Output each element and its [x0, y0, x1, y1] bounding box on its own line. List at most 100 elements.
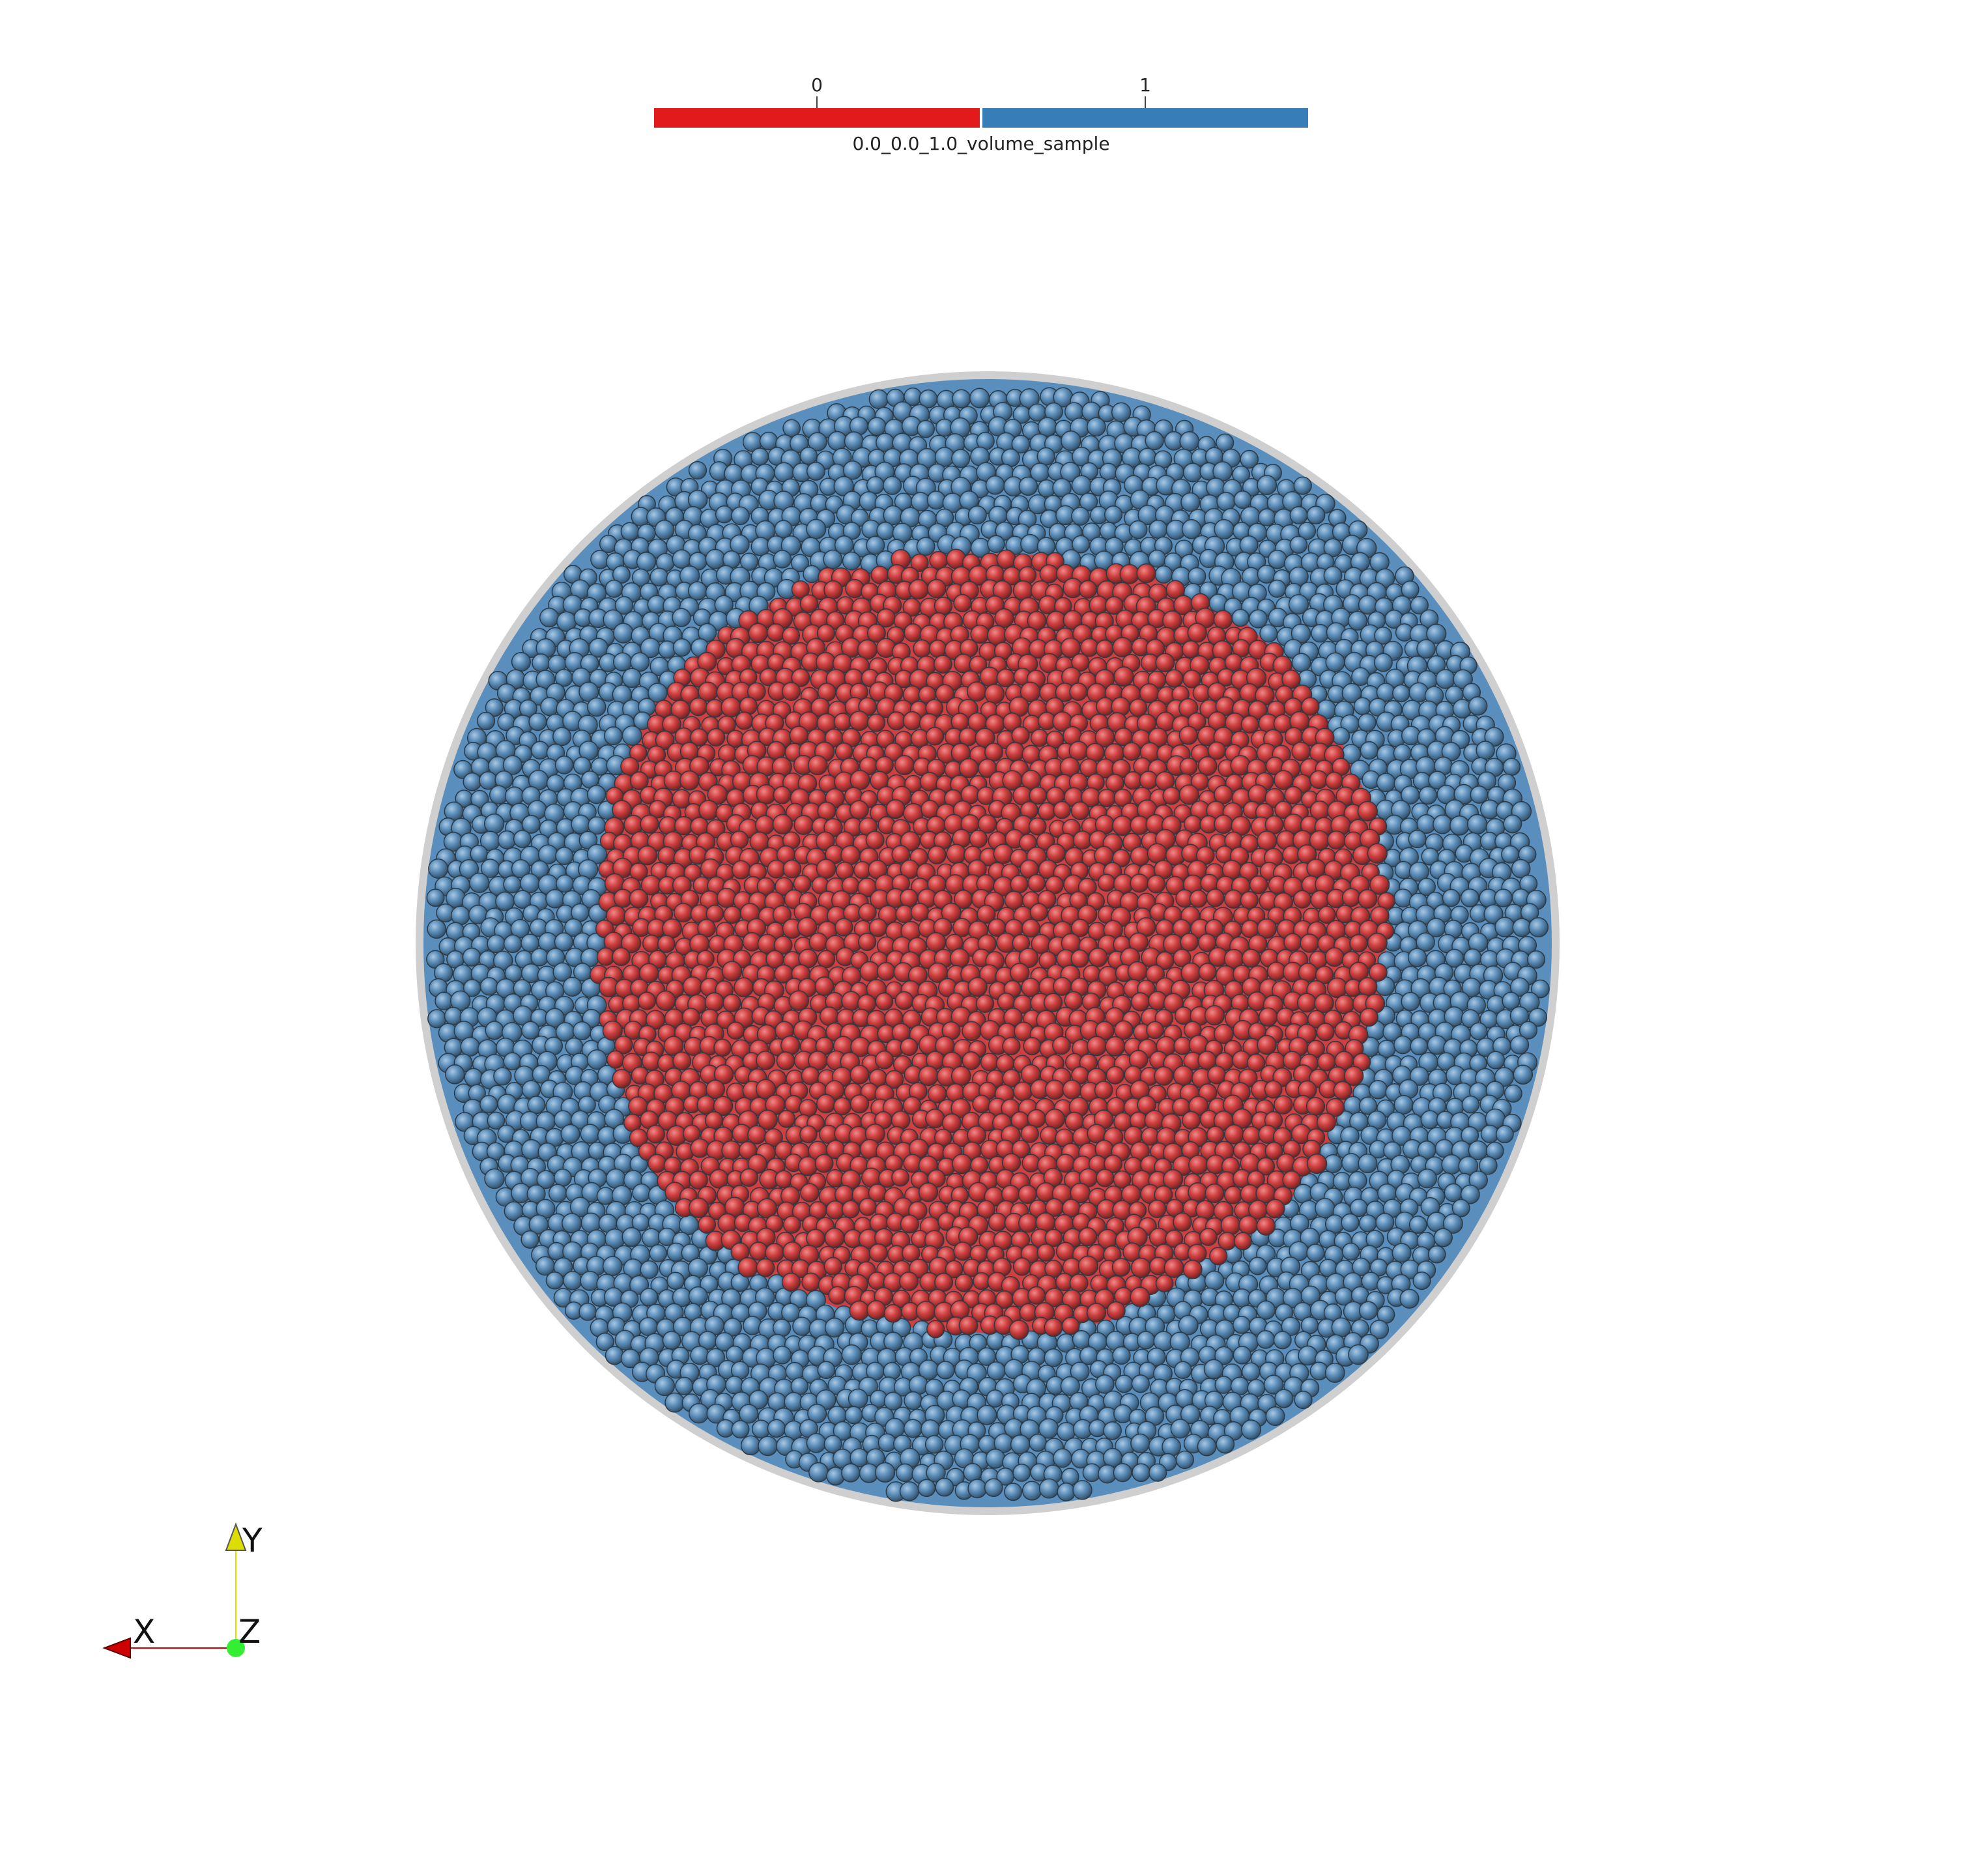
blue-particle — [462, 947, 481, 967]
red-particle — [1070, 949, 1089, 968]
red-particle — [1358, 977, 1378, 997]
blue-particle — [580, 1124, 601, 1144]
blue-particle — [1188, 567, 1206, 586]
blue-particle — [1324, 1362, 1345, 1383]
blue-particle — [649, 1244, 668, 1262]
red-particle — [1105, 1036, 1126, 1057]
blue-particle — [1138, 448, 1157, 466]
blue-particle — [521, 814, 541, 834]
red-particle — [967, 976, 988, 997]
red-particle — [1112, 636, 1133, 658]
red-particle — [1163, 1257, 1184, 1278]
blue-particle — [1375, 1212, 1395, 1232]
red-particle — [1213, 610, 1233, 629]
red-particle — [918, 1065, 939, 1087]
blue-particle — [1358, 1301, 1378, 1320]
blue-particle — [750, 448, 769, 466]
red-particle — [1178, 784, 1199, 805]
blue-particle — [1368, 1080, 1388, 1100]
red-particle — [1149, 1227, 1169, 1247]
red-particle — [713, 1038, 732, 1057]
blue-particle — [1408, 829, 1427, 849]
blue-particle — [740, 1435, 761, 1456]
blue-particle — [1494, 888, 1513, 907]
blue-particle — [554, 932, 574, 952]
red-particle — [1027, 874, 1046, 892]
red-particle — [1165, 669, 1184, 688]
red-particle — [1139, 771, 1158, 790]
blue-particle — [1111, 402, 1132, 422]
red-particle — [1249, 875, 1268, 894]
orientation-axes[interactable]: Y X Z — [102, 1522, 263, 1659]
red-particle — [876, 961, 896, 981]
red-particle — [859, 961, 880, 982]
blue-particle — [578, 831, 598, 850]
blue-particle — [565, 1037, 584, 1056]
blue-particle — [935, 1477, 954, 1497]
blue-particle — [1358, 1154, 1378, 1174]
red-particle — [1284, 786, 1303, 804]
red-particle — [689, 697, 708, 717]
red-particle — [915, 1300, 937, 1322]
red-particle — [1276, 1153, 1296, 1173]
blue-particle — [1407, 948, 1427, 967]
red-particle — [1040, 1126, 1059, 1145]
red-particle — [1182, 670, 1201, 689]
blue-particle — [662, 1331, 681, 1350]
blue-particle — [842, 460, 863, 480]
blue-particle — [817, 1361, 836, 1380]
particle-packing[interactable] — [416, 371, 1560, 1515]
red-particle — [1078, 1255, 1098, 1276]
red-particle — [841, 1200, 860, 1219]
blue-particle — [578, 1303, 597, 1321]
legend-tick-label-1: 1 — [1139, 74, 1151, 96]
blue-particle — [1197, 1436, 1217, 1457]
blue-particle — [1128, 520, 1148, 539]
blue-particle — [638, 1316, 658, 1337]
blue-particle — [510, 918, 530, 939]
blue-particle — [1248, 609, 1268, 629]
blue-particle — [874, 1462, 896, 1483]
blue-particle — [1130, 1433, 1150, 1453]
blue-particle — [799, 446, 818, 465]
blue-particle — [555, 846, 574, 866]
blue-particle — [513, 829, 532, 848]
blue-particle — [1291, 653, 1311, 673]
red-particle — [1179, 757, 1198, 776]
blue-particle — [698, 623, 717, 642]
red-particle — [1198, 963, 1217, 982]
red-particle — [849, 769, 870, 791]
red-particle — [646, 1124, 665, 1144]
blue-particle — [688, 1258, 708, 1279]
red-particle — [797, 1156, 818, 1176]
blue-particle — [1132, 1463, 1150, 1483]
red-particle — [1165, 580, 1186, 599]
red-particle — [1053, 801, 1072, 819]
red-particle — [1096, 1169, 1115, 1187]
blue-particle — [1393, 1094, 1414, 1115]
red-particle — [1316, 1113, 1336, 1132]
red-particle — [1187, 623, 1207, 643]
blue-particle — [1503, 814, 1522, 834]
blue-particle — [545, 1271, 564, 1290]
red-particle — [826, 611, 845, 630]
red-particle — [1188, 1182, 1208, 1202]
blue-particle — [1052, 478, 1072, 498]
red-particle — [730, 831, 749, 849]
blue-particle — [1241, 1419, 1261, 1440]
red-particle — [747, 682, 766, 702]
blue-particle — [528, 712, 547, 732]
blue-particle — [1417, 1169, 1437, 1189]
red-particle — [996, 668, 1016, 688]
red-particle — [1178, 726, 1198, 745]
blue-particle — [824, 1317, 845, 1338]
blue-particle — [1519, 1021, 1538, 1040]
blue-particles — [426, 387, 1550, 1502]
red-particle — [637, 845, 658, 866]
blue-particle — [654, 520, 675, 540]
blue-particle — [1057, 1483, 1076, 1501]
blue-particle — [487, 934, 506, 954]
red-particle — [1314, 993, 1334, 1014]
blue-particle — [1323, 566, 1343, 585]
